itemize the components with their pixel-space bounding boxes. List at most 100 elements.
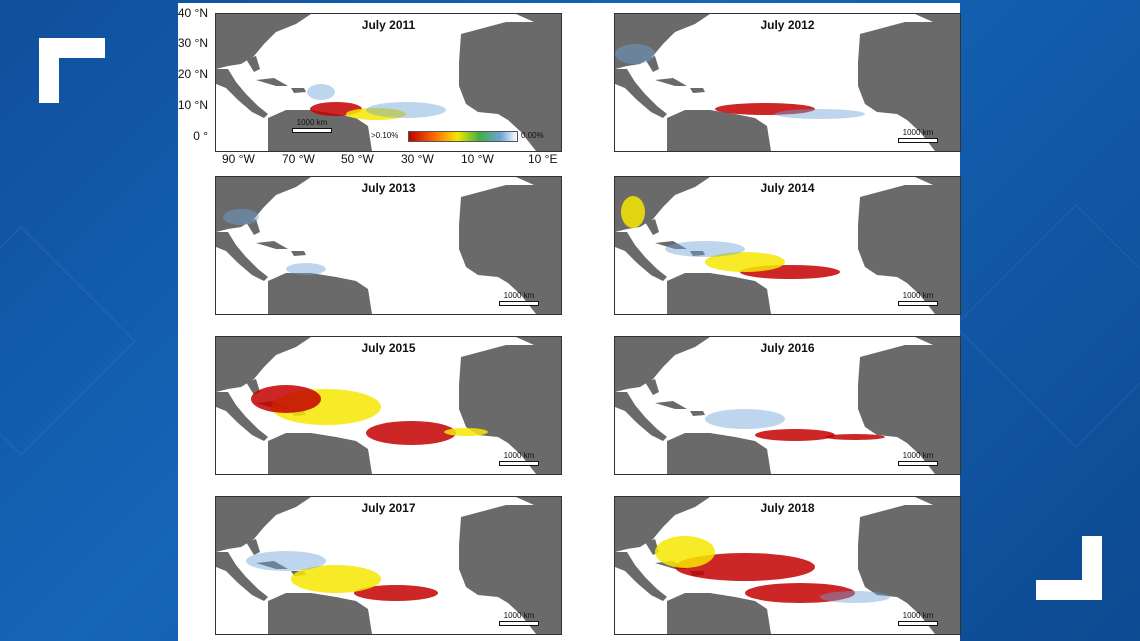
map-title: July 2016 (760, 341, 815, 355)
land-mass (291, 88, 306, 93)
map-canvas (615, 14, 960, 151)
map-panel-2014: July 2014 1000 km (614, 176, 961, 315)
land-mass (459, 185, 561, 314)
map-canvas (615, 337, 960, 474)
land-mass (246, 56, 260, 72)
land-mass (291, 251, 306, 256)
land-mass (655, 401, 687, 409)
land-mass (667, 110, 771, 151)
scale-label: 1000 km (296, 118, 328, 127)
sargassum-density-low (307, 84, 335, 100)
sargassum-density-mid (705, 252, 785, 272)
sargassum-density-mid (346, 108, 406, 120)
land-mass (459, 22, 561, 151)
map-panel-2017: July 2017 1000 km (215, 496, 562, 635)
sargassum-density-high (366, 421, 456, 445)
lon-label: 90 °W (222, 152, 255, 166)
land-mass (268, 273, 372, 314)
scale-bar: 1000 km (499, 611, 539, 626)
land-mass (667, 593, 771, 634)
land-mass (615, 69, 667, 118)
land-mass (516, 14, 561, 22)
land-mass (615, 14, 710, 69)
land-mass (216, 497, 311, 552)
sargassum-density-high (354, 585, 438, 601)
sargassum-density-low (366, 102, 446, 118)
legend-low-label: >0.10% (371, 131, 399, 140)
land-mass (459, 505, 561, 634)
sargassum-density-low (820, 591, 890, 603)
lat-label: 40 °N (177, 6, 208, 20)
land-mass (645, 219, 659, 235)
lon-label: 50 °W (341, 152, 374, 166)
map-title: July 2011 (361, 18, 416, 32)
map-title: July 2012 (760, 18, 815, 32)
sargassum-density-high (251, 385, 321, 413)
lat-label: 10 °N (177, 98, 208, 112)
land-mass (645, 379, 659, 395)
scale-label: 1000 km (902, 611, 934, 620)
sargassum-density-mid (655, 536, 715, 568)
map-canvas (216, 497, 561, 634)
land-mass (268, 433, 372, 474)
map-canvas (216, 177, 561, 314)
map-panel-2011: July 2011 >0.10% 0.00% 1000 km (215, 13, 562, 152)
land-mass (690, 411, 705, 416)
land-mass (216, 14, 311, 69)
land-mass (256, 78, 288, 86)
lat-label: 30 °N (177, 36, 208, 50)
sargassum-density-mid (621, 196, 645, 228)
scale-bar: 1000 km (499, 291, 539, 306)
map-canvas (216, 337, 561, 474)
sargassum-density-high (715, 103, 815, 115)
land-mass (615, 392, 667, 441)
sargassum-density-high (825, 434, 885, 440)
scale-label: 1000 km (503, 611, 535, 620)
land-mass (915, 337, 960, 345)
land-mass (915, 497, 960, 505)
land-mass (915, 14, 960, 22)
sargassum-density-low (615, 44, 655, 64)
land-mass (516, 497, 561, 505)
land-mass (516, 337, 561, 345)
sargassum-density-low (223, 209, 259, 225)
land-mass (667, 273, 771, 314)
sargassum-density-mid (444, 428, 488, 436)
scale-bar: 1000 km (898, 128, 938, 143)
land-mass (216, 69, 268, 118)
land-mass (216, 552, 268, 601)
land-mass (615, 337, 710, 392)
land-mass (459, 345, 561, 474)
map-panel-2012: July 2012 1000 km (614, 13, 961, 152)
map-panel-2013: July 2013 1000 km (215, 176, 562, 315)
land-mass (915, 177, 960, 185)
sargassum-density-high (755, 429, 835, 441)
scale-bar: 1000 km (292, 118, 332, 133)
land-mass (256, 241, 288, 249)
sargassum-density-low (246, 551, 326, 571)
land-mass (858, 185, 960, 314)
land-mass (858, 505, 960, 634)
map-title: July 2018 (760, 501, 815, 515)
land-mass (246, 379, 260, 395)
scale-bar: 1000 km (898, 451, 938, 466)
scale-label: 1000 km (902, 128, 934, 137)
legend-colorbar (408, 131, 518, 142)
land-mass (645, 56, 659, 72)
scale-bar: 1000 km (898, 291, 938, 306)
land-mass (216, 177, 311, 232)
lon-label: 10 °W (461, 152, 494, 166)
map-title: July 2015 (361, 341, 416, 355)
land-mass (246, 539, 260, 555)
land-mass (246, 219, 260, 235)
map-title: July 2017 (361, 501, 416, 515)
scale-bar: 1000 km (898, 611, 938, 626)
land-mass (615, 552, 667, 601)
land-mass (615, 497, 710, 552)
sargassum-density-mid (291, 565, 381, 593)
sargassum-density-low (705, 409, 785, 429)
map-title: July 2013 (361, 181, 416, 195)
scale-bar: 1000 km (499, 451, 539, 466)
land-mass (858, 345, 960, 474)
lon-label: 30 °W (401, 152, 434, 166)
